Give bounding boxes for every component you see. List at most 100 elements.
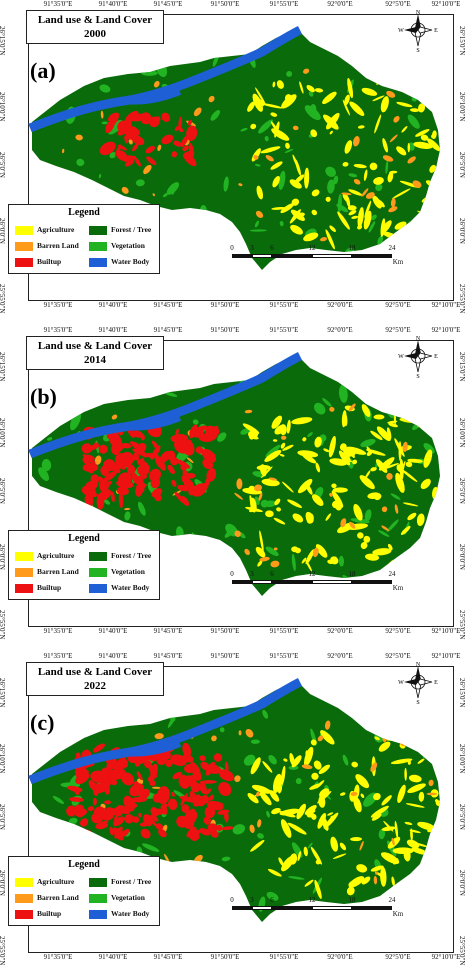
barren-patch	[365, 192, 375, 199]
legend-swatch	[15, 893, 33, 903]
agriculture-patch	[331, 483, 337, 489]
agriculture-patch	[407, 458, 423, 463]
longitude-tick-top: 92°5'0"E	[385, 0, 411, 8]
agriculture-patch	[282, 444, 294, 451]
legend-swatch	[89, 567, 107, 577]
builtup-patch	[138, 442, 147, 451]
agriculture-patch	[296, 803, 306, 820]
panel-label: (b)	[30, 384, 57, 409]
barren-patch	[432, 726, 439, 732]
builtup-patch	[207, 823, 218, 833]
agriculture-patch	[332, 487, 348, 493]
builtup-patch	[171, 479, 177, 487]
builtup-patch	[124, 814, 134, 824]
builtup-patch	[138, 812, 142, 818]
builtup-patch	[82, 454, 96, 464]
barren-patch	[151, 786, 161, 789]
builtup-patch	[186, 125, 198, 141]
agriculture-patch	[310, 129, 318, 138]
vegetation-patch	[223, 176, 229, 192]
north-arrow-icon: N S E W	[398, 336, 438, 378]
forest-area	[32, 358, 440, 596]
agriculture-patch	[356, 864, 368, 873]
latitude-tick-right: 25°55'0"N	[458, 284, 466, 314]
builtup-patch	[111, 760, 116, 766]
agriculture-patch	[294, 174, 305, 184]
longitude-tick-bottom: 91°40'0"E	[98, 301, 128, 309]
vegetation-patch	[385, 160, 389, 174]
builtup-patch	[126, 775, 133, 782]
vegetation-patch	[69, 181, 81, 191]
longitude-tick-top: 91°45'0"E	[153, 652, 183, 660]
builtup-patch	[130, 796, 148, 803]
scale-segment	[272, 580, 312, 584]
agriculture-patch	[355, 774, 370, 789]
agriculture-patch	[353, 503, 363, 521]
agriculture-patch	[430, 553, 440, 571]
builtup-patch	[87, 468, 94, 474]
barren-patch	[143, 164, 152, 175]
barren-patch	[394, 504, 399, 514]
builtup-patch	[156, 808, 163, 814]
legend-item: Water Body	[89, 909, 149, 919]
agriculture-patch	[340, 792, 346, 796]
agriculture-patch	[250, 839, 265, 852]
agriculture-patch	[292, 154, 299, 168]
agriculture-patch	[312, 494, 324, 506]
barren-patch	[189, 884, 197, 892]
vegetation-patch	[286, 71, 293, 77]
agriculture-patch	[435, 800, 440, 807]
agriculture-patch	[431, 134, 436, 139]
agriculture-patch	[416, 513, 425, 527]
north-arrow-icon: N S E W	[398, 10, 438, 52]
legend-item: Agriculture	[15, 551, 74, 561]
legend-swatch	[15, 567, 33, 577]
vegetation-patch	[169, 865, 180, 878]
map-title-line1: Land use & Land Cover	[37, 666, 153, 678]
agriculture-patch	[435, 741, 440, 762]
agriculture-patch	[313, 760, 322, 770]
agriculture-patch	[413, 407, 423, 420]
legend-label: Vegetation	[111, 241, 145, 250]
agriculture-patch	[314, 879, 322, 899]
barren-patch	[199, 555, 204, 561]
builtup-patch	[69, 797, 84, 802]
builtup-patch	[81, 489, 98, 497]
vegetation-patch	[219, 727, 225, 733]
legend-item: Forest / Tree	[89, 225, 151, 235]
latitude-tick-right: 26°5'0"N	[458, 804, 466, 830]
legend-label: Vegetation	[111, 567, 145, 576]
agriculture-patch	[305, 511, 314, 524]
agriculture-patch	[406, 839, 420, 849]
legend-swatch	[89, 225, 107, 235]
builtup-patch	[86, 454, 96, 460]
barren-patch	[392, 78, 400, 87]
vegetation-patch	[268, 754, 277, 765]
map-area	[28, 25, 440, 270]
barren-patch	[388, 206, 398, 213]
builtup-patch	[175, 428, 179, 437]
builtup-patch	[180, 495, 190, 506]
builtup-patch	[103, 459, 116, 472]
vegetation-patch	[336, 203, 349, 213]
scale-label: 3	[250, 896, 254, 904]
builtup-patch	[151, 488, 163, 498]
builtup-patch	[136, 771, 143, 781]
river-channel	[119, 89, 182, 105]
legend-item: Agriculture	[15, 225, 74, 235]
builtup-patch	[199, 755, 206, 762]
vegetation-patch	[266, 891, 279, 901]
scale-segment	[312, 906, 352, 910]
scale-label: 6	[270, 570, 274, 578]
longitude-tick-bottom: 92°10'0"E	[431, 301, 461, 309]
compass-s: S	[416, 48, 419, 52]
agriculture-patch	[431, 84, 440, 97]
barren-patch	[390, 198, 396, 208]
longitude-tick-top: 92°5'0"E	[385, 326, 411, 334]
latitude-tick-right: 26°0'0"N	[458, 544, 466, 570]
barren-patch	[420, 728, 426, 733]
latitude-tick-left: 25°55'0"N	[0, 936, 6, 966]
scale-label: 3	[250, 244, 254, 252]
builtup-patch	[173, 140, 182, 147]
barren-patch	[193, 107, 202, 117]
